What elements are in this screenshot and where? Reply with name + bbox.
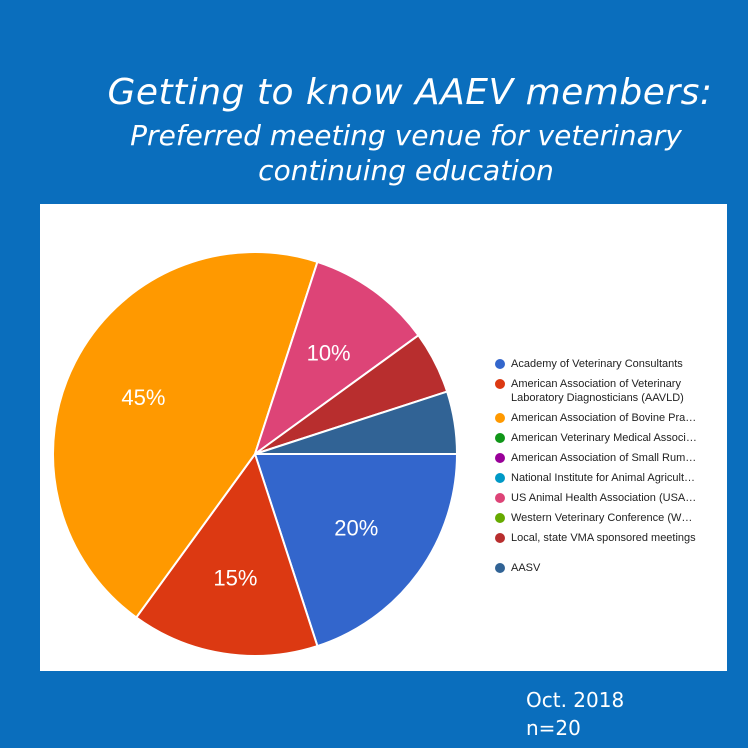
legend-label-7: Western Veterinary Conference (W… bbox=[511, 512, 693, 524]
legend-swatch-9 bbox=[495, 563, 505, 573]
legend-item-3: American Veterinary Medical Associ… bbox=[495, 431, 720, 445]
footnote-sample-size: n=20 bbox=[526, 716, 581, 740]
pie-chart: 20% 15% 45% 10% bbox=[52, 251, 459, 657]
pie-slice-0 bbox=[253, 453, 459, 648]
legend-item-9: AASV bbox=[495, 561, 720, 575]
chart-panel: 20% 15% 45% 10% Academy of Veterinary Consu… bbox=[40, 204, 727, 671]
legend-swatch-3 bbox=[495, 433, 505, 443]
pie-slice-2 bbox=[52, 251, 319, 619]
subtitle-line-1: Preferred meeting venue for veterinary bbox=[130, 119, 682, 152]
pie-slice-1 bbox=[134, 451, 319, 657]
chart-subtitle: Preferred meeting venue for veterinary c… bbox=[0, 118, 748, 188]
legend-label-5: National Institute for Animal Agricult… bbox=[511, 472, 696, 484]
legend-label-0: Academy of Veterinary Consultants bbox=[511, 358, 683, 370]
legend-label-8: Local, state VMA sponsored meetings bbox=[511, 532, 696, 544]
legend-swatch-2 bbox=[495, 413, 505, 423]
legend-item-5: National Institute for Animal Agricult… bbox=[495, 471, 720, 485]
legend: Academy of Veterinary Consultants America… bbox=[495, 357, 720, 581]
legend-swatch-5 bbox=[495, 473, 505, 483]
footnote-date: Oct. 2018 bbox=[526, 688, 625, 712]
legend-item-8: Local, state VMA sponsored meetings bbox=[495, 531, 720, 545]
legend-swatch-8 bbox=[495, 533, 505, 543]
legend-item-2: American Association of Bovine Pra… bbox=[495, 411, 720, 425]
legend-label-9: AASV bbox=[511, 562, 541, 574]
legend-swatch-1 bbox=[495, 379, 505, 389]
pie-data-label-1: 15% bbox=[213, 566, 257, 591]
legend-item-0: Academy of Veterinary Consultants bbox=[495, 357, 720, 371]
chart-title: Getting to know AAEV members: bbox=[107, 72, 713, 113]
legend-swatch-4 bbox=[495, 453, 505, 463]
legend-label-3: American Veterinary Medical Associ… bbox=[511, 432, 697, 444]
legend-swatch-7 bbox=[495, 513, 505, 523]
subtitle-line-2: continuing education bbox=[258, 154, 554, 187]
legend-item-4: American Association of Small Rum… bbox=[495, 451, 720, 465]
legend-item-6: US Animal Health Association (USA… bbox=[495, 491, 720, 505]
legend-label-2: American Association of Bovine Pra… bbox=[511, 412, 697, 424]
legend-item-1: American Association of Veterinary Labor… bbox=[495, 377, 720, 405]
footnote: Oct. 2018 n=20 bbox=[526, 686, 624, 742]
pie-data-label-6: 10% bbox=[307, 341, 351, 366]
pie-data-label-0: 20% bbox=[334, 516, 378, 541]
legend-label-6: US Animal Health Association (USA… bbox=[511, 492, 697, 504]
pie-slice-6 bbox=[253, 260, 420, 457]
legend-label-1: American Association of Veterinary Labor… bbox=[511, 378, 684, 404]
legend-item-7: Western Veterinary Conference (W… bbox=[495, 511, 720, 525]
legend-label-4: American Association of Small Rum… bbox=[511, 452, 697, 464]
legend-swatch-0 bbox=[495, 359, 505, 369]
pie-data-label-2: 45% bbox=[121, 385, 165, 410]
pie-slice-9 bbox=[254, 390, 459, 455]
legend-swatch-6 bbox=[495, 493, 505, 503]
